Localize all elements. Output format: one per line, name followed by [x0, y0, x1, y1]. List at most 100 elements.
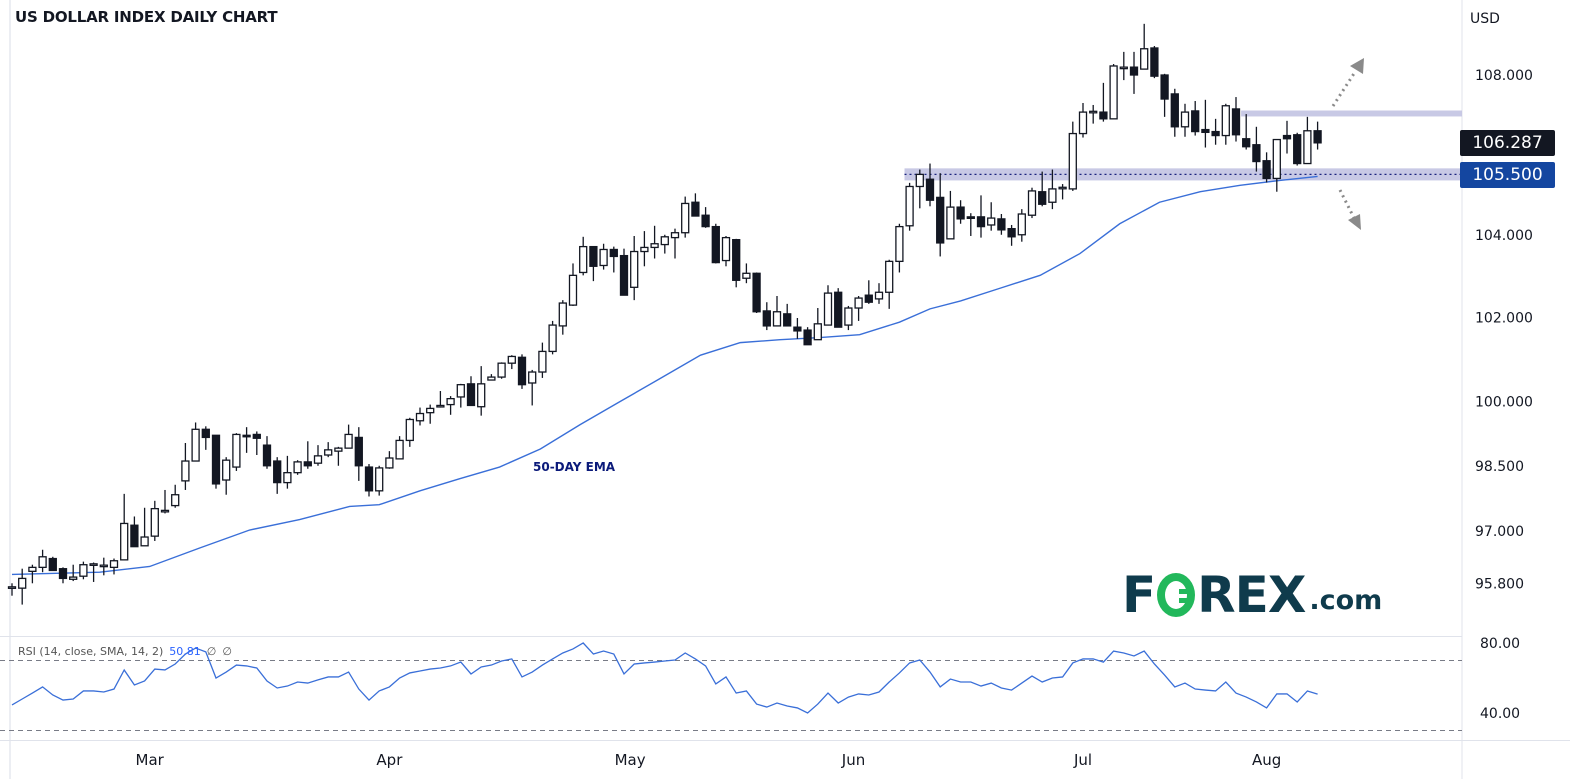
- candle: [1038, 171, 1047, 207]
- candle-body-down: [1252, 144, 1261, 163]
- candle: [28, 564, 37, 584]
- candle: [79, 561, 88, 580]
- projection-arrows: [1331, 58, 1364, 230]
- candle-body-down: [589, 245, 598, 267]
- candle-body-up: [528, 371, 537, 384]
- candle-body-up: [670, 232, 680, 239]
- candle-body-down: [619, 254, 629, 296]
- candle: [262, 436, 272, 469]
- candle: [823, 285, 833, 326]
- candle: [1221, 103, 1230, 145]
- candle-body-up: [568, 274, 578, 306]
- candle: [1231, 97, 1241, 142]
- candle-body-down: [1242, 138, 1251, 148]
- y-tick-label: 97.000: [1475, 524, 1524, 540]
- candle-body-up: [640, 246, 649, 253]
- candle: [466, 376, 476, 407]
- candle: [456, 383, 465, 408]
- price-axis[interactable]: USD 108.000 104.000 102.000 100.000 98.500 97…: [1470, 11, 1533, 593]
- candle-body-up: [344, 433, 353, 449]
- rsi-legend-value: 50.81: [169, 645, 201, 658]
- candle-body-up: [987, 217, 996, 226]
- candle: [436, 391, 445, 408]
- candle: [1150, 46, 1159, 79]
- candle-body-down: [48, 557, 57, 572]
- candle-body-down: [1160, 74, 1169, 100]
- candle: [925, 163, 935, 207]
- candle: [732, 238, 741, 288]
- x-tick-label: Aug: [1252, 751, 1281, 769]
- candle-body-down: [793, 326, 802, 332]
- candle-body-up: [885, 260, 894, 293]
- candle-body-up: [181, 460, 190, 482]
- candle: [38, 549, 47, 573]
- candle: [599, 243, 608, 270]
- candle-body-down: [997, 218, 1006, 231]
- candle-body-up: [487, 376, 496, 381]
- candle-body-down: [354, 436, 363, 467]
- candle-body-down: [1293, 134, 1302, 165]
- candle: [242, 427, 251, 453]
- candle: [171, 484, 180, 508]
- candle: [619, 248, 629, 296]
- candle-body-up: [854, 297, 863, 309]
- candle-body-up: [232, 433, 241, 468]
- y-tick-label: 102.000: [1475, 311, 1533, 327]
- candle: [344, 424, 353, 449]
- candle: [936, 173, 945, 257]
- chart-title: US DOLLAR INDEX DAILY CHART: [15, 8, 278, 26]
- candle-body-down: [201, 428, 210, 439]
- candle: [956, 200, 965, 224]
- candle: [915, 169, 924, 209]
- candle: [762, 302, 771, 331]
- candle-body-up: [681, 202, 690, 234]
- rsi-legend[interactable]: RSI (14, close, SMA, 14, 2) 50.81 ∅ ∅: [18, 645, 232, 658]
- candle-body-up: [191, 428, 200, 462]
- forex-com-logo: F REX .com: [1122, 566, 1383, 624]
- candle: [120, 493, 129, 561]
- candle: [691, 193, 700, 217]
- candle: [1282, 120, 1292, 154]
- candle-body-down: [1262, 160, 1271, 180]
- candle: [160, 489, 170, 514]
- candle-body-down: [1211, 130, 1220, 137]
- candle-body-down: [1191, 110, 1200, 133]
- candle-body-down: [732, 239, 741, 281]
- candle: [1048, 169, 1057, 210]
- y-tick-label: 98.500: [1475, 459, 1524, 475]
- candle-body-up: [334, 447, 343, 452]
- candle: [742, 263, 751, 284]
- candle: [803, 327, 812, 346]
- candle-body-down: [273, 460, 282, 484]
- candle: [1119, 51, 1128, 81]
- candle: [415, 407, 425, 426]
- candle: [1293, 132, 1302, 166]
- candle: [640, 231, 649, 267]
- candle-body-up: [1272, 138, 1281, 180]
- candle: [69, 564, 78, 582]
- candle: [997, 214, 1006, 235]
- candle: [7, 583, 17, 596]
- rsi-legend-na-1: ∅: [206, 645, 217, 658]
- candle-body-up: [38, 556, 47, 569]
- candle: [150, 500, 159, 541]
- candle: [834, 288, 843, 328]
- candle-body-down: [1129, 66, 1139, 76]
- candle-body-down: [1170, 93, 1179, 128]
- candle: [1180, 103, 1190, 137]
- axis-unit: USD: [1470, 11, 1500, 27]
- candle-body-down: [303, 461, 312, 467]
- candle: [395, 436, 404, 460]
- candle-body-down: [834, 291, 843, 328]
- rsi-tick-label: 80.00: [1480, 636, 1520, 652]
- last-price-label: 106.287: [1460, 130, 1555, 156]
- candle-body-up: [946, 206, 955, 240]
- candle: [426, 404, 435, 424]
- candle-body-up: [915, 173, 924, 188]
- candle-body-up: [18, 577, 27, 589]
- candle: [18, 568, 27, 605]
- time-axis[interactable]: Mar Apr May Jun Jul Aug: [136, 751, 1282, 769]
- candle-body-up: [160, 509, 170, 513]
- candle-body-up: [844, 307, 853, 326]
